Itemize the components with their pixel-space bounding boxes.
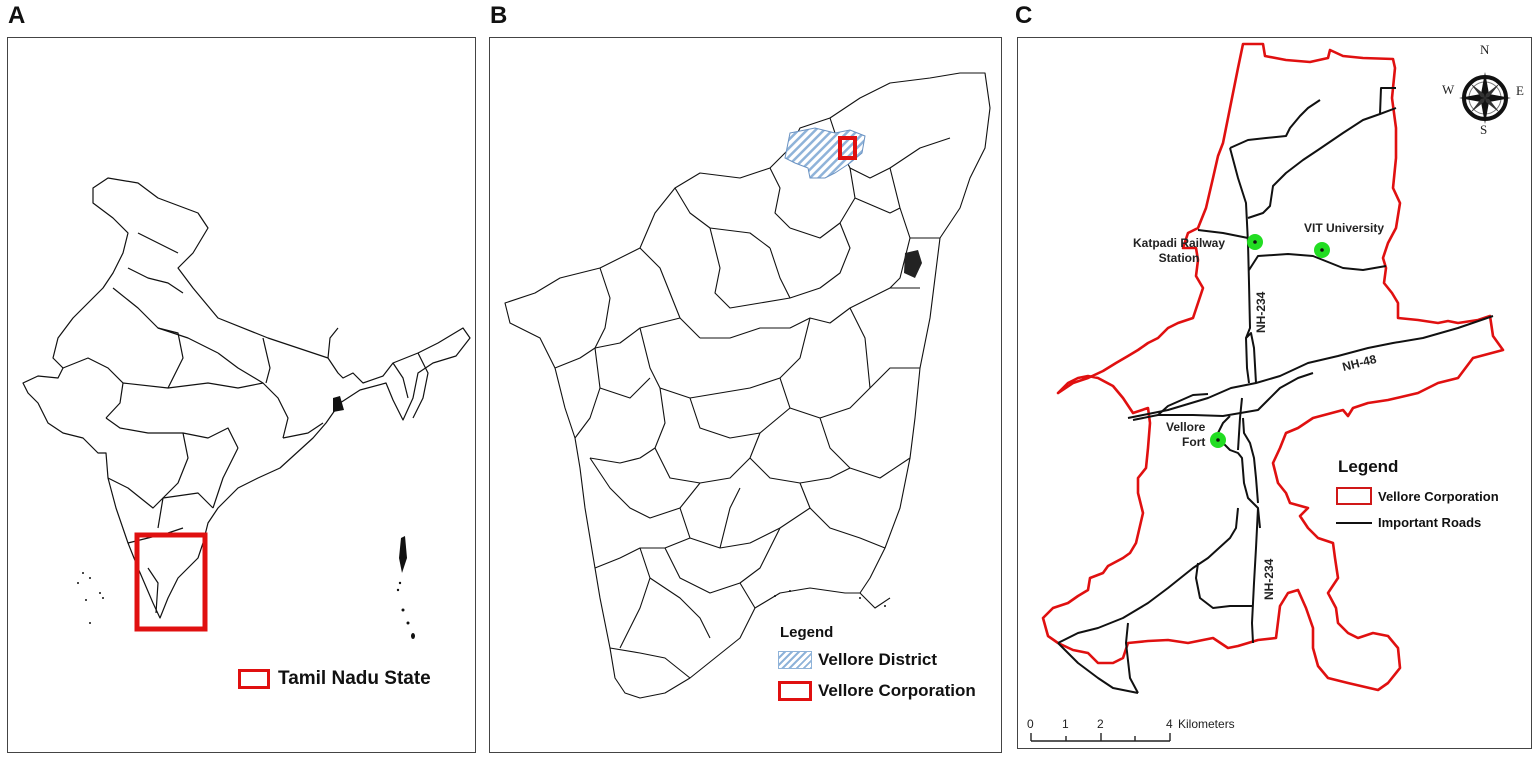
road-line-swatch-icon — [1336, 521, 1372, 524]
red-box-swatch-icon — [238, 669, 270, 689]
compass-e: E — [1516, 83, 1524, 98]
important-roads — [1057, 87, 1494, 694]
scale-tick-2: 2 — [1097, 717, 1104, 731]
legend-item-vellore-corporation: Vellore Corporation — [1336, 487, 1499, 505]
vellore-corporation-map — [1030, 42, 1511, 742]
legend-item-vellore-district: Vellore District — [778, 650, 937, 670]
panel-letter-a: A — [8, 2, 26, 29]
vellore-corporation-box — [838, 136, 857, 160]
compass-s: S — [1480, 122, 1488, 137]
scale-bar — [1030, 733, 1171, 742]
label-katpadi-railway-station: Katpadi Railway Station — [1133, 236, 1226, 265]
label-nh-234-north: NH-234 — [1254, 291, 1268, 333]
corporation-boundary — [1041, 42, 1505, 692]
india-states-map — [22, 177, 471, 639]
scale-tick-4: 4 — [1166, 717, 1173, 731]
label-vellore-fort: Vellore Fort — [1166, 420, 1206, 449]
legend-label: Vellore Corporation — [1378, 488, 1499, 504]
panel-c-vellore-map: N S W E Katpadi Railway Station VIT Univ… — [1017, 37, 1532, 749]
compass-w: W — [1442, 82, 1455, 97]
tamil-nadu-districts-map — [504, 72, 991, 699]
hatch-swatch-icon — [778, 651, 812, 669]
legend-label: Tamil Nadu State — [278, 668, 431, 689]
panel-a-india-map: Tamil Nadu State — [7, 37, 476, 753]
legend-item-vellore-corporation: Vellore Corporation — [778, 681, 976, 701]
scale-tick-1: 1 — [1062, 717, 1069, 731]
panel-letter-c: C — [1015, 2, 1033, 29]
compass-n: N — [1480, 42, 1490, 57]
legend-item-tamil-nadu: Tamil Nadu State — [238, 668, 431, 690]
poi-markers — [1210, 234, 1330, 448]
panel-b-tamil-nadu-map: Legend Vellore District Vellore Corporat… — [489, 37, 1002, 753]
red-box-swatch-icon — [1336, 487, 1372, 505]
vellore-district-area — [784, 127, 866, 179]
label-nh-234-south: NH-234 — [1262, 558, 1276, 600]
compass-rose-icon — [1459, 72, 1511, 124]
legend-label: Vellore Corporation — [818, 681, 976, 700]
legend-item-important-roads: Important Roads — [1336, 515, 1481, 530]
legend-title: Legend — [780, 624, 834, 641]
red-box-swatch-icon — [778, 681, 812, 701]
legend-label: Vellore District — [818, 650, 938, 669]
label-vit-university: VIT University — [1304, 221, 1385, 235]
scale-unit: Kilometers — [1178, 717, 1235, 731]
tamil-nadu-highlight-box — [134, 532, 208, 632]
panel-letter-b: B — [490, 2, 508, 29]
legend-title: Legend — [1338, 457, 1399, 476]
legend-label: Important Roads — [1378, 515, 1482, 530]
scale-tick-0: 0 — [1027, 717, 1034, 731]
